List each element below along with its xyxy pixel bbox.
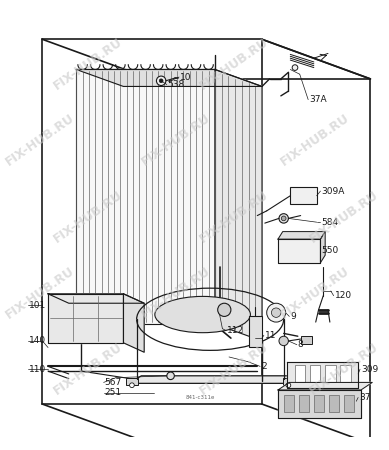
Text: 101: 101 (29, 301, 46, 310)
Text: FIX-HUB.RU: FIX-HUB.RU (3, 112, 77, 169)
Text: FIX-HUB.RU: FIX-HUB.RU (3, 264, 77, 321)
Polygon shape (76, 69, 215, 324)
Bar (126, 378, 138, 385)
Text: FIX-HUB.RU: FIX-HUB.RU (278, 112, 352, 169)
Polygon shape (48, 294, 123, 343)
Bar (344, 395, 354, 412)
Text: 309A: 309A (321, 187, 345, 196)
Circle shape (167, 372, 174, 380)
Polygon shape (76, 69, 262, 86)
Bar (314, 395, 324, 412)
Text: FIX-HUB.RU: FIX-HUB.RU (197, 35, 271, 92)
Circle shape (292, 65, 298, 70)
Bar (295, 365, 305, 382)
Text: FIX-HUB.RU: FIX-HUB.RU (197, 188, 271, 245)
Bar (283, 378, 294, 385)
Text: 140: 140 (29, 337, 46, 346)
Text: 584: 584 (321, 218, 338, 227)
Bar (301, 336, 312, 344)
Text: FIX-HUB.RU: FIX-HUB.RU (139, 264, 212, 321)
Circle shape (159, 79, 163, 83)
Circle shape (279, 336, 288, 346)
Circle shape (286, 383, 291, 387)
Polygon shape (215, 69, 262, 341)
Polygon shape (129, 376, 303, 383)
Bar (325, 365, 336, 382)
Polygon shape (278, 232, 325, 239)
Bar (284, 395, 294, 412)
Polygon shape (321, 232, 325, 263)
Text: 2: 2 (261, 362, 267, 371)
Circle shape (156, 76, 166, 86)
Circle shape (281, 216, 286, 221)
Text: 110: 110 (29, 364, 46, 373)
Circle shape (267, 303, 286, 322)
Bar (329, 395, 339, 412)
Text: 10: 10 (180, 72, 191, 81)
Text: 841-c311e: 841-c311e (186, 396, 216, 400)
Text: 550: 550 (321, 246, 339, 255)
Text: 251: 251 (105, 388, 122, 397)
Bar (310, 365, 321, 382)
Text: FIX-HUB.RU: FIX-HUB.RU (51, 341, 124, 398)
Polygon shape (278, 382, 372, 390)
Text: 309: 309 (361, 364, 378, 373)
Text: 37: 37 (359, 393, 371, 402)
Polygon shape (287, 362, 358, 388)
Text: 538: 538 (168, 80, 185, 89)
Polygon shape (278, 239, 321, 263)
Polygon shape (278, 390, 361, 418)
Circle shape (272, 308, 281, 317)
Text: 8: 8 (298, 340, 303, 349)
Text: FIX-HUB.RU: FIX-HUB.RU (197, 341, 271, 398)
Circle shape (218, 303, 231, 316)
Bar (290, 187, 317, 204)
Text: 9: 9 (290, 312, 296, 321)
Bar (299, 395, 309, 412)
Text: FIX-HUB.RU: FIX-HUB.RU (307, 341, 381, 398)
Circle shape (130, 383, 134, 387)
Bar (249, 316, 262, 346)
Text: 120: 120 (335, 291, 352, 300)
Text: FIX-HUB.RU: FIX-HUB.RU (51, 35, 124, 92)
Ellipse shape (155, 297, 251, 333)
Bar (340, 365, 350, 382)
Text: 567: 567 (105, 378, 122, 387)
Text: 112: 112 (227, 326, 244, 335)
Polygon shape (48, 294, 144, 303)
Polygon shape (123, 294, 144, 352)
Text: FIX-HUB.RU: FIX-HUB.RU (139, 112, 212, 169)
Text: FIX-HUB.RU: FIX-HUB.RU (278, 264, 352, 321)
Text: FIX-HUB.RU: FIX-HUB.RU (51, 188, 124, 245)
Text: FIX-HUB.RU: FIX-HUB.RU (307, 188, 381, 245)
Circle shape (279, 214, 288, 223)
Text: 11: 11 (265, 331, 276, 340)
Text: 37A: 37A (309, 95, 327, 104)
